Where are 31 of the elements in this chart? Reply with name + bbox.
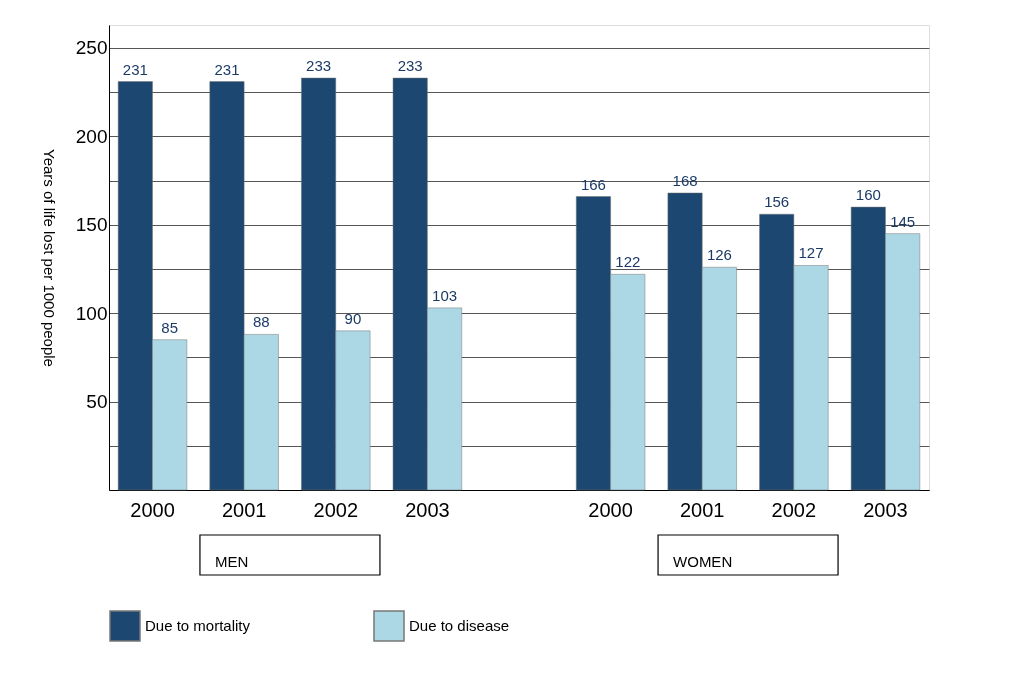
y-tick-label: 150: [75, 214, 108, 236]
x-tick-label: 2003: [863, 498, 908, 521]
x-tick-label: 2001: [221, 498, 267, 521]
data-label: 90: [344, 309, 362, 327]
y-tick-label: 100: [75, 302, 108, 324]
data-label: 233: [397, 57, 423, 75]
text: MEN: [214, 553, 249, 570]
x-tick-label: 2000: [130, 498, 175, 521]
x-tick-label: 2001: [679, 498, 725, 521]
data-label: 122: [615, 253, 641, 271]
y-axis-title: Years of life lost per 1000 people: [40, 149, 58, 367]
data-label: 231: [214, 60, 240, 78]
y-tick-label: 50: [86, 391, 108, 413]
x-tick-label: 2000: [588, 498, 633, 521]
data-label: 160: [855, 186, 881, 204]
data-label: 126: [706, 246, 732, 264]
data-label: 88: [252, 313, 270, 331]
data-label: 233: [306, 57, 332, 75]
x-tick-label: 2002: [771, 498, 817, 521]
text: WOMEN: [673, 553, 733, 570]
x-tick-label: 2003: [405, 498, 450, 521]
y-tick-label: 200: [75, 125, 108, 147]
data-label: 231: [122, 60, 148, 78]
data-label: 85: [161, 318, 179, 336]
data-label: 156: [764, 193, 790, 211]
legend-label: Due to disease: [409, 617, 510, 634]
x-tick-label: 2002: [313, 498, 359, 521]
data-label: 127: [798, 244, 824, 262]
legend-label: Due to mortality: [145, 617, 251, 634]
y-tick-label: 250: [75, 37, 108, 59]
data-label: 103: [432, 286, 458, 304]
